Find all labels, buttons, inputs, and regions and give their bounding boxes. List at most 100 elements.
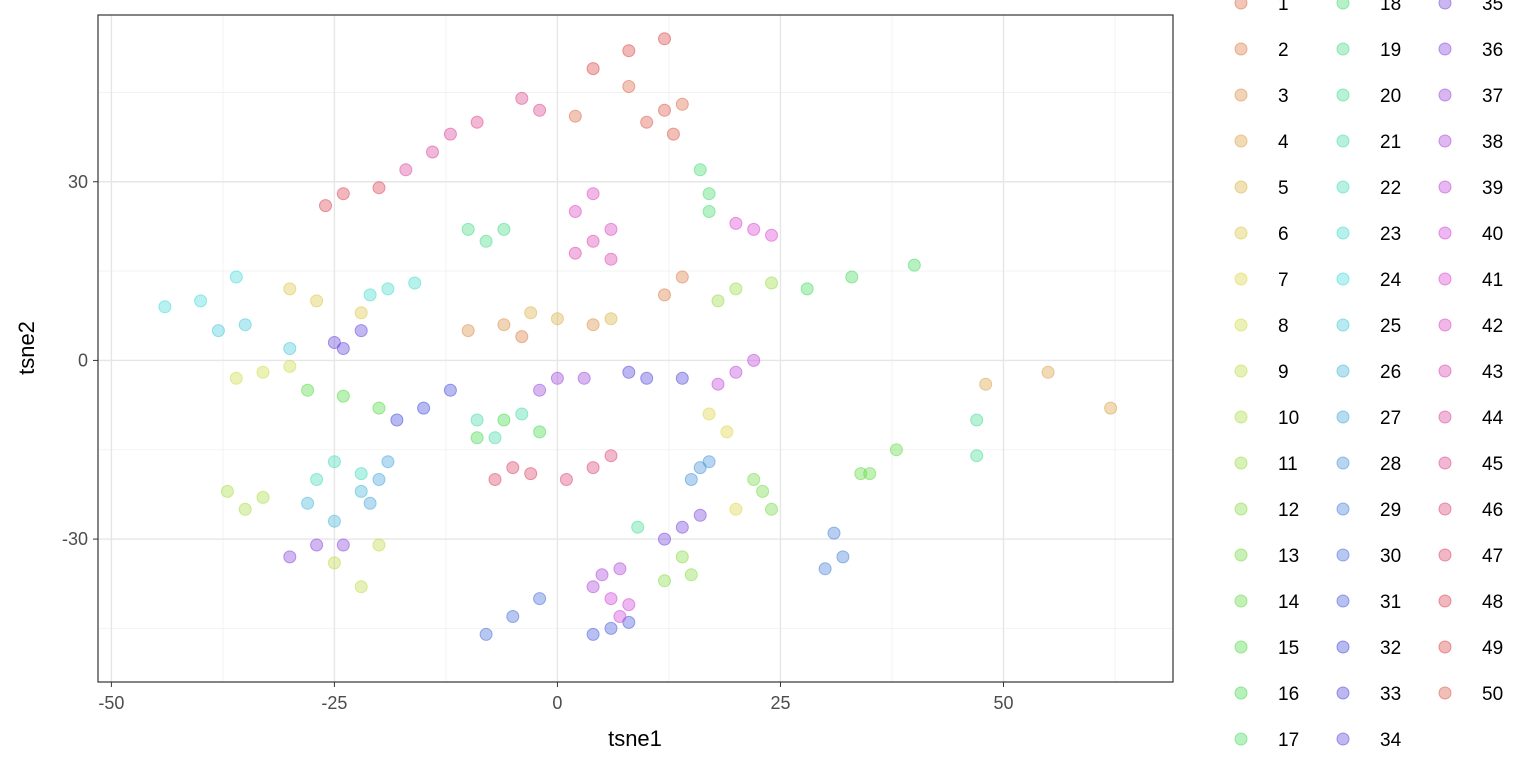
data-point (363, 288, 377, 302)
legend-key (1336, 502, 1350, 516)
data-point (283, 359, 297, 373)
legend-label: 3 (1278, 86, 1289, 107)
legend-label: 41 (1482, 270, 1503, 291)
legend: 1234567891011121314151617181920212223242… (1234, 0, 1504, 751)
data-point (568, 109, 582, 123)
legend-key (1336, 686, 1350, 700)
data-points (158, 32, 1118, 641)
legend-key (1438, 548, 1452, 562)
data-point (604, 621, 618, 635)
data-point (693, 163, 707, 177)
data-point (336, 538, 350, 552)
data-point (613, 610, 627, 623)
data-point (470, 431, 484, 445)
legend-key (1438, 134, 1452, 148)
data-point (684, 473, 698, 486)
data-point (622, 615, 636, 629)
legend-key (1336, 180, 1350, 194)
data-point (613, 562, 627, 576)
data-point (310, 538, 324, 552)
data-point (301, 496, 315, 510)
data-point (533, 425, 547, 439)
legend-label: 1 (1278, 0, 1289, 15)
data-point (497, 413, 511, 427)
data-point (417, 401, 431, 415)
data-point (319, 199, 332, 213)
legend-label: 21 (1380, 132, 1401, 153)
legend-label: 48 (1482, 592, 1503, 613)
legend-label: 42 (1482, 316, 1503, 337)
data-point (506, 461, 520, 475)
data-point (747, 473, 761, 486)
legend-key (1438, 88, 1452, 102)
y-tick-label: 30 (68, 172, 88, 192)
legend-label: 15 (1278, 638, 1299, 659)
legend-label: 26 (1380, 362, 1401, 383)
data-point (756, 484, 770, 498)
data-point (765, 276, 778, 290)
y-axis-title: tsne2 (14, 321, 39, 375)
x-tick-label: -25 (321, 693, 347, 713)
legend-key (1336, 42, 1350, 56)
legend-key (1438, 410, 1452, 424)
data-point (327, 556, 341, 570)
data-point (354, 467, 368, 481)
legend-key (1234, 180, 1248, 194)
x-tick-label: 25 (770, 693, 790, 713)
x-axis: -50 -25 0 25 50 (98, 682, 1014, 713)
legend-label: 35 (1482, 0, 1503, 15)
legend-key (1234, 456, 1248, 470)
data-point (693, 461, 707, 475)
data-point (470, 115, 484, 129)
data-point (729, 365, 743, 379)
legend-key (1234, 0, 1248, 10)
data-point (765, 228, 778, 242)
legend-key (1234, 594, 1248, 608)
data-point (229, 371, 243, 385)
data-point (720, 425, 734, 439)
x-tick-label: 0 (552, 693, 562, 713)
data-point (827, 526, 841, 540)
data-point (595, 568, 609, 582)
data-point (372, 473, 386, 486)
data-point (354, 484, 368, 498)
data-point (711, 377, 725, 391)
data-point (443, 127, 457, 141)
data-point (658, 103, 671, 117)
legend-key (1234, 640, 1248, 654)
data-point (702, 205, 716, 218)
legend-key (1234, 226, 1248, 240)
legend-key (1234, 318, 1248, 332)
legend-key (1336, 0, 1350, 10)
legend-label: 49 (1482, 638, 1503, 659)
legend-key (1336, 410, 1350, 424)
legend-label: 18 (1380, 0, 1401, 15)
data-point (220, 484, 234, 498)
data-point (479, 627, 493, 641)
data-point (515, 330, 529, 344)
data-point (524, 467, 538, 481)
data-point (408, 276, 422, 290)
data-point (604, 592, 618, 606)
data-point (729, 282, 743, 296)
legend-label: 34 (1380, 730, 1402, 751)
legend-key (1336, 594, 1350, 608)
data-point (684, 568, 698, 582)
data-point (568, 246, 582, 260)
data-point (211, 324, 225, 338)
data-point (818, 562, 832, 576)
data-point (283, 282, 297, 296)
legend-key (1234, 134, 1248, 148)
data-point (604, 312, 618, 326)
data-point (381, 455, 395, 469)
legend-label: 20 (1380, 86, 1401, 107)
legend-label: 46 (1482, 500, 1503, 521)
data-point (559, 473, 573, 486)
legend-key (1438, 318, 1452, 332)
data-point (524, 306, 538, 320)
data-point (497, 318, 511, 332)
data-point (443, 383, 457, 397)
legend-key (1336, 364, 1350, 378)
data-point (675, 520, 689, 534)
